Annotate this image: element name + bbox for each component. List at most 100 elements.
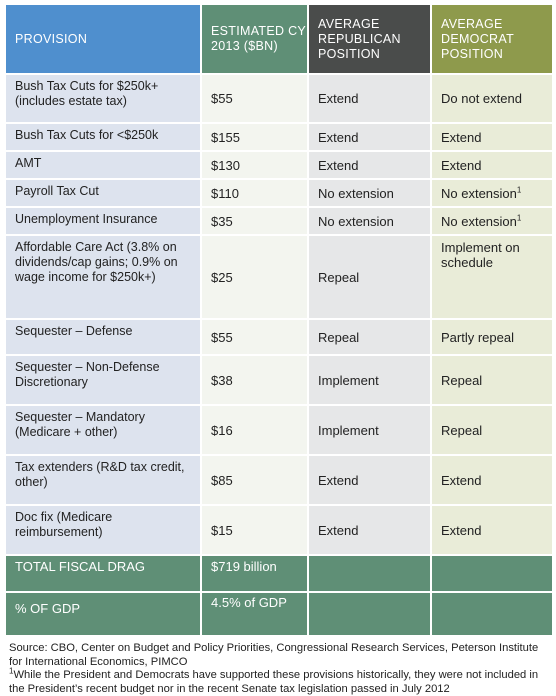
estimated-cost-cell: $25	[202, 236, 307, 318]
republican-position-cell: Repeal	[309, 320, 430, 354]
provision-cell-text: Doc fix (Medicare reimbursement)	[15, 510, 113, 539]
democrat-position-cell: Repeal	[432, 356, 552, 404]
republican-position-cell-text: No extension	[318, 185, 394, 201]
republican-position-cell: Implement	[309, 406, 430, 454]
estimated-cost-cell: $110	[202, 180, 307, 206]
democrat-position-cell: Repeal	[432, 406, 552, 454]
table-row: Doc fix (Medicare reimbursement) $15 Exten…	[6, 506, 552, 554]
provision-cell: Unemployment Insurance	[6, 208, 200, 234]
republican-position-cell: No extension	[309, 180, 430, 206]
democrat-position-cell-text: No extension	[441, 213, 517, 229]
estimated-cost-cell: $16	[202, 406, 307, 454]
democrat-position-cell: Extend	[432, 124, 552, 150]
democrat-position-cell: Do not extend	[432, 75, 552, 122]
estimated-cost-cell: $155	[202, 124, 307, 150]
republican-position-cell: Extend	[309, 506, 430, 554]
table-row: Unemployment Insurance $35 No extension No …	[6, 208, 552, 234]
estimated-cost-cell: $55	[202, 320, 307, 354]
democrat-position-cell-text: Repeal	[441, 422, 483, 438]
footnote-reference: 1	[516, 185, 522, 195]
republican-position-cell-text: Extend	[318, 129, 359, 145]
estimated-cost-cell-text: $85	[211, 472, 233, 488]
estimated-cost-cell: $85	[202, 456, 307, 504]
democrat-position-cell-text: Partly repeal	[441, 329, 514, 345]
total-label: TOTAL FISCAL DRAG	[6, 556, 200, 591]
provision-cell: Affordable Care Act (3.8% on dividends/c…	[6, 236, 200, 318]
fiscal-provisions-table: PROVISION ESTIMATED CY 2013 ($BN) AVERAG…	[4, 3, 554, 637]
republican-position-cell-text: No extension	[318, 213, 394, 229]
democrat-position-cell-text: Implement on schedule	[441, 240, 520, 270]
provision-cell: AMT	[6, 152, 200, 178]
estimated-cost-cell: $35	[202, 208, 307, 234]
estimated-cost-cell-text: $55	[211, 91, 233, 106]
gdp-empty-cell	[432, 593, 552, 635]
table-row: Bush Tax Cuts for $250k+ (includes estat…	[6, 75, 552, 122]
estimated-cost-cell-text: $16	[211, 422, 233, 438]
democrat-position-cell: Extend	[432, 152, 552, 178]
provision-cell: Bush Tax Cuts for <$250k	[6, 124, 200, 150]
estimated-cost-cell-text: $25	[211, 269, 233, 285]
republican-position-cell: Extend	[309, 456, 430, 504]
footnote-reference: 1	[516, 213, 522, 223]
provision-cell-text: AMT	[15, 156, 42, 170]
democrat-position-cell: No extension1	[432, 180, 552, 206]
total-fiscal-drag-row: TOTAL FISCAL DRAG $719 billion	[6, 556, 552, 591]
republican-position-cell-text: Repeal	[318, 329, 360, 345]
provision-cell: Bush Tax Cuts for $250k+ (includes estat…	[6, 75, 200, 122]
total-empty-cell	[309, 556, 430, 591]
estimated-cost-cell-text: $55	[211, 329, 233, 345]
estimated-cost-cell: $15	[202, 506, 307, 554]
estimated-cost-cell-text: $15	[211, 522, 233, 538]
republican-position-cell-text: Implement	[318, 372, 379, 388]
table-row: Sequester – Mandatory (Medicare + other)…	[6, 406, 552, 454]
democrat-position-cell-text: Extend	[441, 129, 482, 145]
republican-position-cell: No extension	[309, 208, 430, 234]
footnote: 1While the President and Democrats have …	[9, 666, 551, 696]
total-value: $719 billion	[202, 556, 307, 591]
provision-cell-text: Unemployment Insurance	[15, 212, 158, 226]
estimated-cost-cell-text: $110	[211, 185, 239, 201]
republican-position-cell-text: Extend	[318, 522, 359, 538]
table-row: Bush Tax Cuts for <$250k $155 Extend Extend	[6, 124, 552, 150]
total-empty-cell	[432, 556, 552, 591]
democrat-position-cell: No extension1	[432, 208, 552, 234]
republican-position-cell: Implement	[309, 356, 430, 404]
estimated-cost-cell: $55	[202, 75, 307, 122]
footnote-marker: 1	[9, 666, 14, 676]
democrat-position-cell: Implement on schedule	[432, 236, 552, 318]
democrat-position-cell-text: No extension	[441, 185, 517, 201]
republican-position-cell: Extend	[309, 124, 430, 150]
table-row: Payroll Tax Cut $110 No extension No extens…	[6, 180, 552, 206]
republican-position-cell: Repeal	[309, 236, 430, 318]
republican-position-cell-text: Extend	[318, 157, 359, 173]
provision-cell-text: Affordable Care Act (3.8% on dividends/c…	[15, 240, 178, 284]
table-row: Sequester – Non-Defense Discretionary $38…	[6, 356, 552, 404]
estimated-cost-cell-text: $130	[211, 157, 240, 173]
header-provision: PROVISION	[6, 5, 200, 73]
estimated-cost-cell-text: $38	[211, 372, 233, 388]
republican-position-cell: Extend	[309, 75, 430, 122]
table-row: Affordable Care Act (3.8% on dividends/c…	[6, 236, 552, 318]
democrat-position-cell-text: Extend	[441, 522, 482, 538]
gdp-share-row: % OF GDP 4.5% of GDP	[6, 593, 552, 635]
footnote-text: While the President and Democrats have s…	[9, 669, 539, 695]
provision-cell: Sequester – Mandatory (Medicare + other)	[6, 406, 200, 454]
header-democrat-position: AVERAGE DEMOCRAT POSITION	[432, 5, 552, 73]
provision-cell-text: Bush Tax Cuts for $250k+ (includes estat…	[15, 79, 159, 108]
provision-cell-text: Tax extenders (R&D tax credit, other)	[15, 460, 185, 489]
democrat-position-cell-text: Do not extend	[441, 91, 522, 106]
table-header-row: PROVISION ESTIMATED CY 2013 ($BN) AVERAG…	[6, 5, 552, 73]
republican-position-cell-text: Extend	[318, 91, 359, 106]
republican-position-cell-text: Implement	[318, 422, 379, 438]
provision-cell: Sequester – Non-Defense Discretionary	[6, 356, 200, 404]
democrat-position-cell: Extend	[432, 506, 552, 554]
democrat-position-cell: Partly repeal	[432, 320, 552, 354]
estimated-cost-cell-text: $155	[211, 129, 240, 145]
estimated-cost-cell: $130	[202, 152, 307, 178]
source-note: Source: CBO, Center on Budget and Policy…	[9, 642, 539, 668]
provision-cell-text: Bush Tax Cuts for <$250k	[15, 128, 159, 142]
header-republican-position: AVERAGE REPUBLICAN POSITION	[309, 5, 430, 73]
gdp-label: % OF GDP	[6, 593, 200, 635]
provision-cell: Sequester – Defense	[6, 320, 200, 354]
provision-cell: Tax extenders (R&D tax credit, other)	[6, 456, 200, 504]
